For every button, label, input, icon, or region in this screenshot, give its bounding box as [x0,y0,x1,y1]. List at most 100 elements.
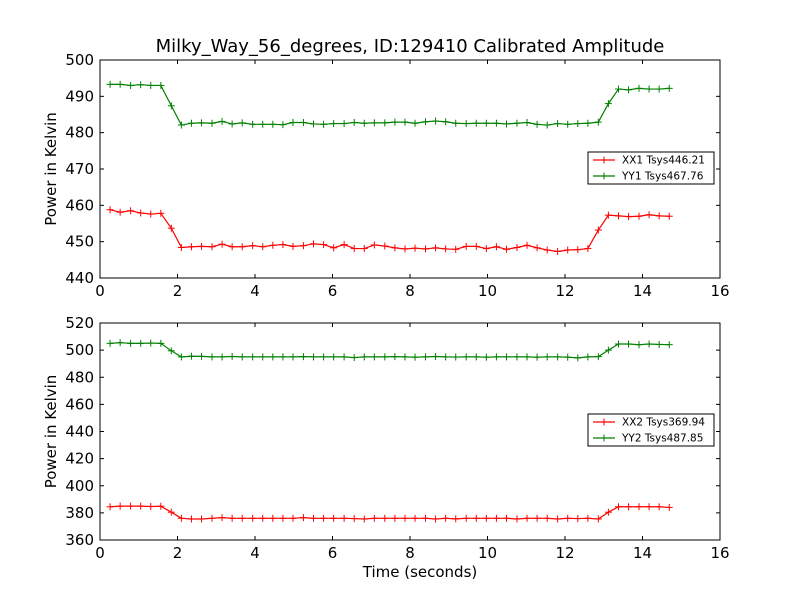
x-tick-label: 8 [405,282,415,300]
data-point [513,353,521,361]
y-tick-label: 400 [65,477,94,495]
data-point [360,353,368,361]
data-point [442,353,450,361]
data-point [564,353,572,361]
data-point [269,514,277,522]
data-point [249,514,257,522]
data-point [218,353,226,361]
x-tick-label: 6 [328,282,338,300]
data-point [411,244,419,252]
data-point [350,515,358,523]
data-point [645,211,653,219]
data-point [482,245,490,253]
x-tick-label: 4 [250,544,260,562]
data-point [279,353,287,361]
data-point [625,213,633,221]
data-point [381,242,389,250]
x-tick-label: 10 [478,282,497,300]
data-point [401,245,409,253]
data-point [370,353,378,361]
data-point [513,515,521,523]
data-point [584,353,592,361]
data-point [249,120,257,128]
data-point [422,245,429,253]
data-point [574,246,582,254]
data-point [523,118,531,126]
y-axis-label: Power in Kelvin [42,112,60,226]
data-point [259,514,267,522]
data-point [543,353,551,361]
y-tick-label: 360 [65,531,94,549]
data-point [432,352,440,360]
data-point [106,339,114,347]
data-point [564,514,572,522]
data-point [523,241,531,249]
data-point [198,119,206,127]
data-point [340,241,348,249]
data-point [187,515,195,523]
data-point [157,81,165,89]
y-tick-label: 460 [65,196,94,214]
data-point [269,353,277,361]
data-point [502,514,510,522]
data-point [320,353,328,361]
data-point [310,240,318,248]
data-point [269,241,277,249]
data-point [137,209,145,217]
data-point [116,208,124,216]
data-point [665,503,673,511]
data-point [218,240,226,248]
x-tick-label: 0 [95,282,105,300]
data-point [299,514,307,522]
data-point [645,340,653,348]
data-point [604,211,612,219]
data-point [614,503,622,511]
y-tick-label: 450 [65,233,94,251]
data-point [208,243,216,251]
legend-label: XX2 Tsys369.94 [622,417,705,429]
data-point [381,353,389,361]
data-point [533,244,541,252]
data-point [452,119,460,127]
data-point [422,514,429,522]
data-point [350,118,358,126]
data-point [432,117,440,125]
data-point [350,354,358,362]
data-point [625,340,633,348]
data-point [177,514,185,522]
data-point [543,514,551,522]
data-point [411,119,419,127]
data-point [370,119,378,127]
data-point [502,353,510,361]
data-point [411,514,419,522]
data-point [167,224,175,232]
y-tick-label: 460 [65,395,94,413]
data-point [594,226,602,234]
data-point [472,353,480,361]
data-point [482,119,490,127]
data-point [147,339,155,347]
data-point [177,243,185,251]
data-point [249,353,257,361]
y-tick-label: 420 [65,450,94,468]
data-point [127,502,135,510]
top-panel: 0 2 4 6 8 10 12 14 16 440 450 460 470 480 490 500 Power … [42,51,730,300]
data-point [208,353,216,361]
data-point [502,245,510,253]
data-point [167,102,175,110]
data-point [238,243,246,251]
data-point [116,80,124,88]
data-point [523,353,531,361]
data-point [594,515,602,523]
data-point [554,247,562,255]
data-point [127,207,135,215]
data-point [320,514,328,522]
data-point [228,352,236,360]
x-axis-label: Time (seconds) [362,563,478,581]
data-point [360,119,368,127]
data-point [299,353,307,361]
data-point [574,354,582,362]
data-point [452,515,460,523]
data-point [645,85,653,93]
data-point [655,503,663,511]
